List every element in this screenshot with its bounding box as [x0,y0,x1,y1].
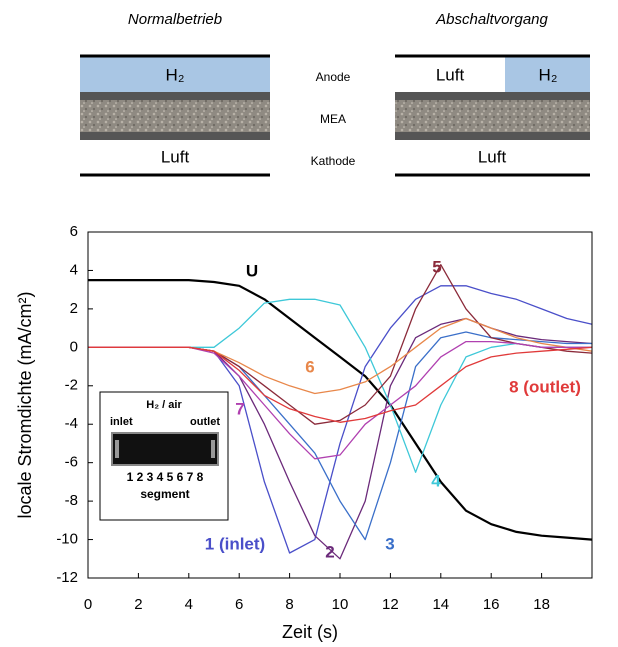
series-label: 2 [325,542,334,561]
anode-layer [80,57,270,92]
inset-label: 1 2 3 4 5 6 7 8 [127,470,204,484]
x-tick-label: 16 [483,596,500,613]
inset: H₂ / air inlet outlet 1 2 3 4 5 6 7 8 se… [99,391,229,521]
port [115,440,119,458]
y-axis-label: locale Stromdichte (mA/cm²) [15,291,35,518]
left-cell [80,54,270,177]
electrode [80,92,270,100]
inset-title: H₂ / air [146,399,182,411]
cell-drawing [111,432,219,466]
x-tick-label: 2 [134,596,142,613]
series-label: 6 [305,357,314,376]
x-tick-label: 14 [432,596,449,613]
mea-layer [395,100,590,132]
y-tick-label: -6 [65,454,78,471]
plot-frame [87,231,593,579]
y-tick-label: -12 [56,569,78,586]
y-tick-label: -10 [56,531,78,548]
x-axis-label: Zeit (s) [282,622,338,642]
series-label: 5 [432,257,441,276]
right-cell [395,54,590,177]
electrode [80,132,270,140]
y-tick-label: 6 [70,223,78,240]
cell-label: Luft [161,147,190,166]
mea-layer [80,100,270,132]
y-tick-label: -8 [65,492,78,509]
layer-label: Anode [316,70,351,84]
cell-label: H₂ [539,65,558,84]
chart: -12 -10 -8 -6 -4 -2 0 2 4 6 0 2 4 6 8 10 12 14 16 18 U 1 (inl… [56,223,593,613]
y-tick-label: 2 [70,300,78,317]
series-line [88,346,593,423]
x-tick-label: 12 [382,596,399,613]
port [211,440,215,458]
x-tick-label: 0 [84,596,92,613]
series-label: 4 [431,471,441,490]
layer-label: Kathode [311,154,356,168]
anode-layer [505,57,590,92]
series-label: 7 [235,399,244,418]
layer-label: MEA [320,112,346,126]
inset-label: segment [140,487,189,501]
x-tick-label: 10 [332,596,349,613]
electrode [395,92,590,100]
inset-label: outlet [190,416,220,428]
series-line [88,279,593,541]
x-tick-label: 8 [285,596,293,613]
inset-label: inlet [110,416,133,428]
cell-label: Luft [436,65,465,84]
y-tick-label: 4 [70,261,78,278]
x-tick-label: 18 [533,596,550,613]
electrode [395,132,590,140]
cell-label: Luft [478,147,507,166]
y-tick-label: 0 [70,338,78,355]
x-tick-label: 4 [185,596,193,613]
series-label: 3 [385,534,394,553]
left-title: Normalbetrieb [128,11,222,28]
y-tick-label: -4 [65,415,78,432]
series-label: U [246,261,258,280]
y-tick-label: -2 [65,377,78,394]
x-tick-label: 6 [235,596,243,613]
cell-label: H₂ [166,65,185,84]
series-label: 1 (inlet) [205,534,265,553]
right-title: Abschaltvorgang [435,11,548,28]
series-label: 8 (outlet) [509,377,581,396]
